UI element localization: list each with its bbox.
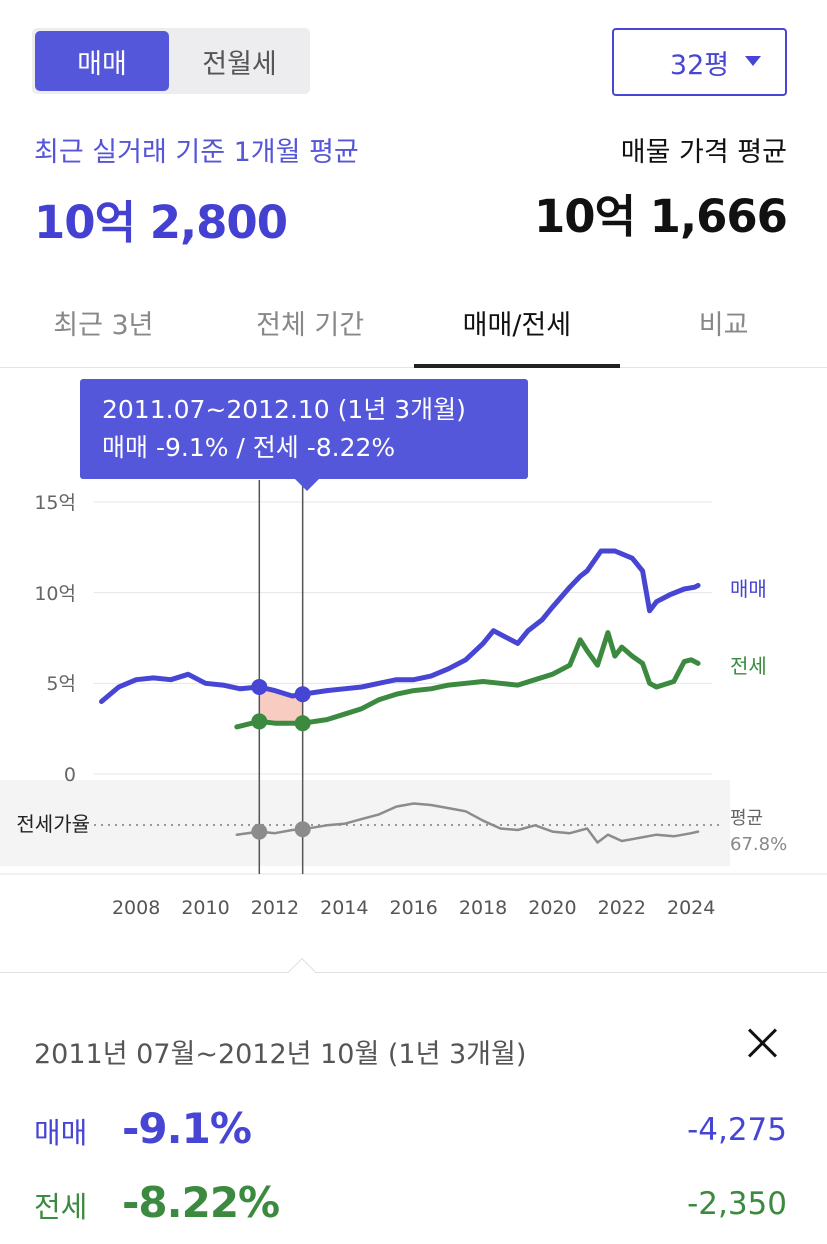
panel-period: 2011년 07월~2012년 10월 (1년 3개월) <box>34 1039 527 1070</box>
panel-divider <box>0 972 827 973</box>
x-tick-label: 2022 <box>598 897 646 919</box>
rent-change-amount: -2,350 <box>687 1186 787 1222</box>
x-tick-label: 2024 <box>667 897 715 919</box>
tab-sale-rent[interactable]: 매매/전세 <box>413 278 621 368</box>
rent-series-label: 전세 <box>730 654 767 678</box>
sale-change-percent: -9.1% <box>122 1104 252 1153</box>
rent-ratio-line <box>235 802 700 844</box>
price-trend-chart[interactable]: 15억 10억 5억 0 전세가율 매매 전세 평균 67.8% 2008 201… <box>0 368 827 958</box>
tooltip-arrow <box>295 479 319 491</box>
ratio-average-value: 67.8% <box>730 834 787 855</box>
ratio-average-label: 평균 <box>730 808 763 829</box>
sale-price-marker <box>251 678 268 695</box>
x-tick-label: 2014 <box>320 897 368 919</box>
selection-tooltip: 2011.07~2012.10 (1년 3개월) 매매 -9.1% / 전세 -… <box>80 379 528 491</box>
y-tick-label: 15억 <box>34 492 76 514</box>
recent-average-value: 10억 2,800 <box>34 196 288 249</box>
panel-notch <box>287 957 317 987</box>
rent-price-marker <box>294 715 311 732</box>
size-dropdown-value: 32평 <box>669 49 730 81</box>
y-tick-label: 10억 <box>34 583 76 605</box>
x-tick-label: 2016 <box>389 897 437 919</box>
sale-change-label: 매매 <box>34 1116 88 1150</box>
listing-average-caption: 매물 가격 평균 <box>620 137 787 168</box>
rent-ratio-marker <box>294 821 311 838</box>
sale-change-amount: -4,275 <box>687 1112 787 1148</box>
tab-recent-3-years[interactable]: 최근 3년 <box>53 310 154 341</box>
caret-down-icon <box>745 56 761 66</box>
sale-toggle-button[interactable]: 매매 <box>35 31 169 91</box>
y-tick-label: 0 <box>64 764 76 786</box>
x-tick-label: 2010 <box>181 897 229 919</box>
x-tick-label: 2020 <box>528 897 576 919</box>
listing-average-value: 10억 1,666 <box>533 190 788 243</box>
x-tick-label: 2018 <box>459 897 507 919</box>
tab-all-period[interactable]: 전체 기간 <box>256 310 365 341</box>
rent-price-marker <box>251 713 268 730</box>
trade-type-toggle: 매매 전월세 <box>32 28 310 94</box>
y-tick-label: 5억 <box>46 673 76 695</box>
rent-ratio-marker <box>251 823 268 840</box>
sale-price-marker <box>294 686 311 703</box>
x-tick-label: 2008 <box>112 897 160 919</box>
sale-price-line <box>99 548 701 704</box>
x-tick-label: 2012 <box>251 897 299 919</box>
rent-change-percent: -8.22% <box>122 1178 280 1227</box>
chart-tabs: 최근 3년 전체 기간 매매/전세 비교 <box>0 278 827 368</box>
recent-average-caption: 최근 실거래 기준 1개월 평균 <box>34 137 359 168</box>
close-icon[interactable] <box>744 1024 780 1060</box>
tooltip-change: 매매 -9.1% / 전세 -8.22% <box>102 433 396 462</box>
ratio-band-background <box>0 780 730 866</box>
rent-change-label: 전세 <box>34 1190 88 1224</box>
sale-series-label: 매매 <box>730 577 767 601</box>
rent-price-line <box>234 630 701 730</box>
tooltip-period: 2011.07~2012.10 (1년 3개월) <box>102 395 466 424</box>
tab-compare[interactable]: 비교 <box>698 310 749 341</box>
rent-toggle-button[interactable]: 전월세 <box>202 48 277 80</box>
size-dropdown[interactable]: 32평 <box>612 28 787 96</box>
ratio-label: 전세가율 <box>16 812 90 836</box>
